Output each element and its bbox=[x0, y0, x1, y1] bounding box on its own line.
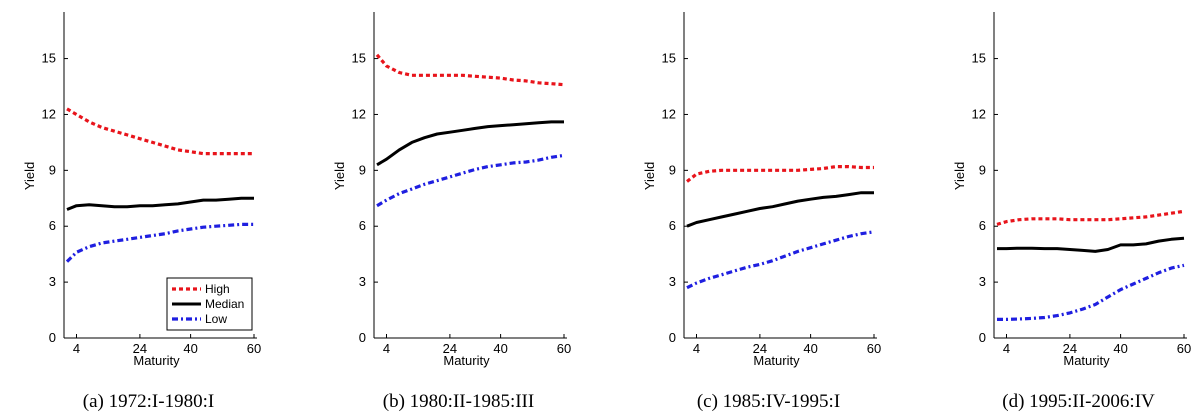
y-axis-label: Yield bbox=[22, 162, 37, 190]
series-line-low bbox=[997, 263, 1185, 321]
series-line-high bbox=[375, 53, 565, 87]
x-tick-label: 24 bbox=[753, 341, 767, 356]
y-tick-label: 12 bbox=[352, 106, 366, 121]
y-tick-label: 15 bbox=[662, 51, 676, 66]
x-tick-label: 4 bbox=[383, 341, 390, 356]
y-tick-label: 15 bbox=[352, 51, 366, 66]
x-tick-label: 60 bbox=[867, 341, 881, 356]
legend-box bbox=[166, 277, 253, 331]
y-tick-label: 3 bbox=[979, 274, 986, 289]
x-tick-label: 60 bbox=[557, 341, 571, 356]
y-tick-label: 0 bbox=[49, 330, 56, 345]
legend-label-high: High bbox=[205, 282, 230, 296]
x-tick-label: 24 bbox=[1063, 341, 1077, 356]
x-tick-label: 40 bbox=[803, 341, 817, 356]
x-axis-label: Maturity bbox=[1063, 353, 1110, 368]
legend-label-low: Low bbox=[205, 312, 227, 326]
x-tick-label: 40 bbox=[493, 341, 507, 356]
y-tick-label: 15 bbox=[972, 51, 986, 66]
series-line-low bbox=[65, 222, 254, 263]
x-tick-label: 4 bbox=[73, 341, 80, 356]
y-tick-label: 15 bbox=[42, 51, 56, 66]
panel-3: 0 3 6 9 12 15 4 24 40 60 Maturity Yield (c) 1985:IV-… bbox=[642, 12, 881, 412]
y-tick-label: 0 bbox=[979, 330, 986, 345]
x-tick-label: 60 bbox=[1177, 341, 1191, 356]
panel-caption: (d) 1995:II-2006:IV bbox=[1002, 391, 1155, 412]
x-tick-label: 24 bbox=[133, 341, 147, 356]
series-line-high bbox=[996, 209, 1185, 226]
panel-4: 0 3 6 9 12 15 4 24 40 60 Maturity Yield (d) 1995:II-… bbox=[952, 12, 1191, 412]
series-line-high bbox=[66, 107, 254, 156]
x-axis-label: Maturity bbox=[133, 353, 180, 368]
series-line-median bbox=[686, 191, 874, 228]
y-tick-label: 12 bbox=[42, 106, 56, 121]
series-line-median bbox=[376, 120, 564, 167]
y-axis-label: Yield bbox=[642, 162, 657, 190]
y-tick-label: 9 bbox=[669, 162, 676, 177]
series-line-high bbox=[686, 165, 874, 183]
y-tick-label: 6 bbox=[49, 218, 56, 233]
y-tick-label: 12 bbox=[662, 106, 676, 121]
legend-label-median: Median bbox=[205, 297, 244, 311]
y-tick-label: 6 bbox=[359, 218, 366, 233]
panel-1: 0 3 6 9 12 15 4 24 40 60 Maturity Yield (a) 1972:I-1… bbox=[22, 12, 261, 412]
x-tick-label: 60 bbox=[247, 341, 261, 356]
x-tick-label: 4 bbox=[693, 341, 700, 356]
y-axis-label: Yield bbox=[332, 162, 347, 190]
panel-2: 0 3 6 9 12 15 4 24 40 60 Maturity Yield (b) 1980:II-… bbox=[332, 12, 571, 412]
y-axis-label: Yield bbox=[952, 162, 967, 190]
series-line-low bbox=[376, 153, 565, 208]
x-axis-label: Maturity bbox=[443, 353, 490, 368]
panel-caption: (a) 1972:I-1980:I bbox=[83, 391, 214, 412]
x-tick-label: 40 bbox=[183, 341, 197, 356]
panel-caption: (b) 1980:II-1985:III bbox=[383, 391, 534, 412]
series-line-median bbox=[66, 196, 254, 211]
y-tick-label: 3 bbox=[49, 274, 56, 289]
y-tick-label: 12 bbox=[972, 106, 986, 121]
y-tick-label: 6 bbox=[979, 218, 986, 233]
series-line-low bbox=[686, 230, 875, 290]
y-tick-label: 6 bbox=[669, 218, 676, 233]
x-tick-label: 40 bbox=[1113, 341, 1127, 356]
x-tick-label: 24 bbox=[443, 341, 457, 356]
y-tick-label: 9 bbox=[979, 162, 986, 177]
y-tick-label: 3 bbox=[669, 274, 676, 289]
y-tick-label: 0 bbox=[359, 330, 366, 345]
series-line-median bbox=[997, 236, 1185, 253]
panel-caption: (c) 1985:IV-1995:I bbox=[697, 391, 840, 412]
y-tick-label: 9 bbox=[359, 162, 366, 177]
x-axis-label: Maturity bbox=[753, 353, 800, 368]
y-tick-label: 3 bbox=[359, 274, 366, 289]
y-tick-label: 9 bbox=[49, 162, 56, 177]
y-tick-label: 0 bbox=[669, 330, 676, 345]
x-tick-label: 4 bbox=[1003, 341, 1010, 356]
